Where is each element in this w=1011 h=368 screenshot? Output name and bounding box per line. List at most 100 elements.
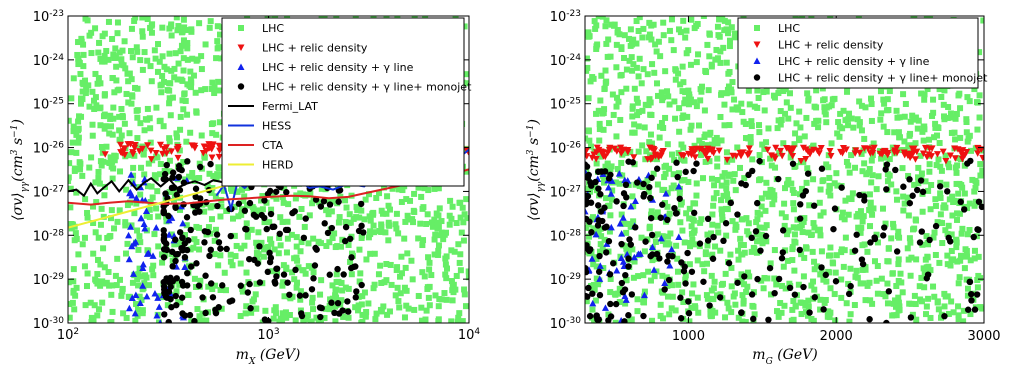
lhc-point [908, 300, 915, 307]
lhc-point [132, 317, 139, 323]
lhc-point [953, 110, 960, 117]
lhc-point [205, 224, 212, 231]
lhc-point [651, 214, 658, 221]
lhc-point [301, 223, 308, 230]
lhc-point [693, 180, 700, 187]
lhc-point [760, 89, 767, 96]
lhc-point [116, 127, 123, 134]
monojet-point [673, 159, 680, 166]
lhc-point [159, 53, 166, 60]
monojet-point [175, 173, 183, 181]
monojet-point [831, 205, 839, 212]
lhc-point [955, 303, 962, 310]
lhc-point [101, 58, 108, 65]
lhc-point [966, 200, 973, 207]
lhc-point [954, 162, 961, 169]
lhc-point [243, 303, 250, 310]
monojet-point [620, 202, 627, 210]
lhc-point [623, 66, 630, 73]
lhc-point [935, 125, 942, 132]
lhc-point [836, 133, 843, 140]
lhc-point [122, 219, 129, 226]
monojet-point [235, 200, 243, 207]
monojet-point [627, 241, 635, 248]
lhc-point [845, 280, 852, 287]
monojet-point [973, 291, 981, 298]
lhc-point [640, 25, 647, 32]
lhc-point [881, 154, 888, 161]
lhc-point [139, 307, 146, 314]
lhc-point [932, 120, 939, 127]
lhc-point [159, 72, 166, 79]
lhc-point [623, 243, 630, 250]
lhc-point [395, 298, 402, 305]
lhc-point [156, 293, 163, 300]
lhc-point [209, 130, 216, 137]
monojet-point [722, 220, 730, 227]
lhc-point [648, 22, 655, 29]
lhc-point [209, 286, 216, 293]
lhc-point [101, 264, 108, 271]
lhc-point [748, 118, 755, 125]
lhc-point [283, 249, 290, 256]
lhc-point [95, 306, 102, 313]
gamma-line-point [128, 242, 136, 250]
lhc-point [630, 218, 637, 225]
lhc-point [923, 311, 930, 318]
lhc-point [833, 170, 840, 177]
lhc-point [267, 236, 274, 243]
lhc-point [125, 78, 132, 85]
lhc-point [823, 278, 830, 285]
lhc-point [105, 56, 112, 63]
lhc-point [593, 22, 600, 29]
monojet-point [688, 268, 696, 275]
lhc-point [687, 126, 694, 133]
monojet-point [832, 278, 840, 285]
lhc-point [116, 86, 123, 93]
lhc-point [88, 314, 95, 321]
lhc-point [931, 229, 938, 236]
lhc-point [143, 212, 150, 219]
lhc-point [606, 120, 613, 127]
lhc-point [216, 87, 223, 94]
tick-label: 1000 [672, 329, 705, 344]
monojet-point [664, 216, 671, 224]
monojet-point [648, 174, 655, 181]
monojet-point [626, 236, 633, 243]
monojet-point [195, 282, 203, 289]
lhc-point [95, 256, 102, 263]
monojet-point [961, 206, 968, 213]
lhc-point [702, 158, 709, 165]
lhc-point [853, 213, 860, 220]
lhc-point [188, 79, 195, 86]
lhc-point [184, 45, 191, 52]
lhc-point [746, 273, 753, 280]
lhc-point [743, 215, 750, 222]
monojet-point [704, 215, 712, 223]
lhc-point [196, 20, 203, 27]
gamma-line-point [592, 230, 600, 238]
lhc-point [803, 245, 810, 252]
lhc-point [465, 268, 469, 275]
monojet-point [748, 234, 755, 242]
lhc-point [592, 254, 599, 261]
lhc-point [631, 121, 638, 128]
lhc-point [419, 242, 426, 249]
monojet-point [796, 246, 803, 254]
monojet-point [634, 179, 641, 186]
lhc-point [974, 126, 981, 133]
lhc-point [255, 207, 262, 214]
monojet-point [665, 252, 672, 260]
lhc-point [846, 110, 853, 117]
lhc-point [325, 211, 332, 218]
lhc-point [723, 90, 730, 97]
lhc-point [772, 164, 779, 171]
lhc-point [724, 86, 731, 93]
lhc-point [727, 171, 734, 178]
lhc-point [822, 296, 829, 303]
lhc-point [688, 16, 695, 23]
lhc-point [281, 293, 288, 300]
lhc-point [926, 136, 933, 143]
lhc-point [435, 303, 442, 310]
lhc-point [693, 22, 700, 29]
